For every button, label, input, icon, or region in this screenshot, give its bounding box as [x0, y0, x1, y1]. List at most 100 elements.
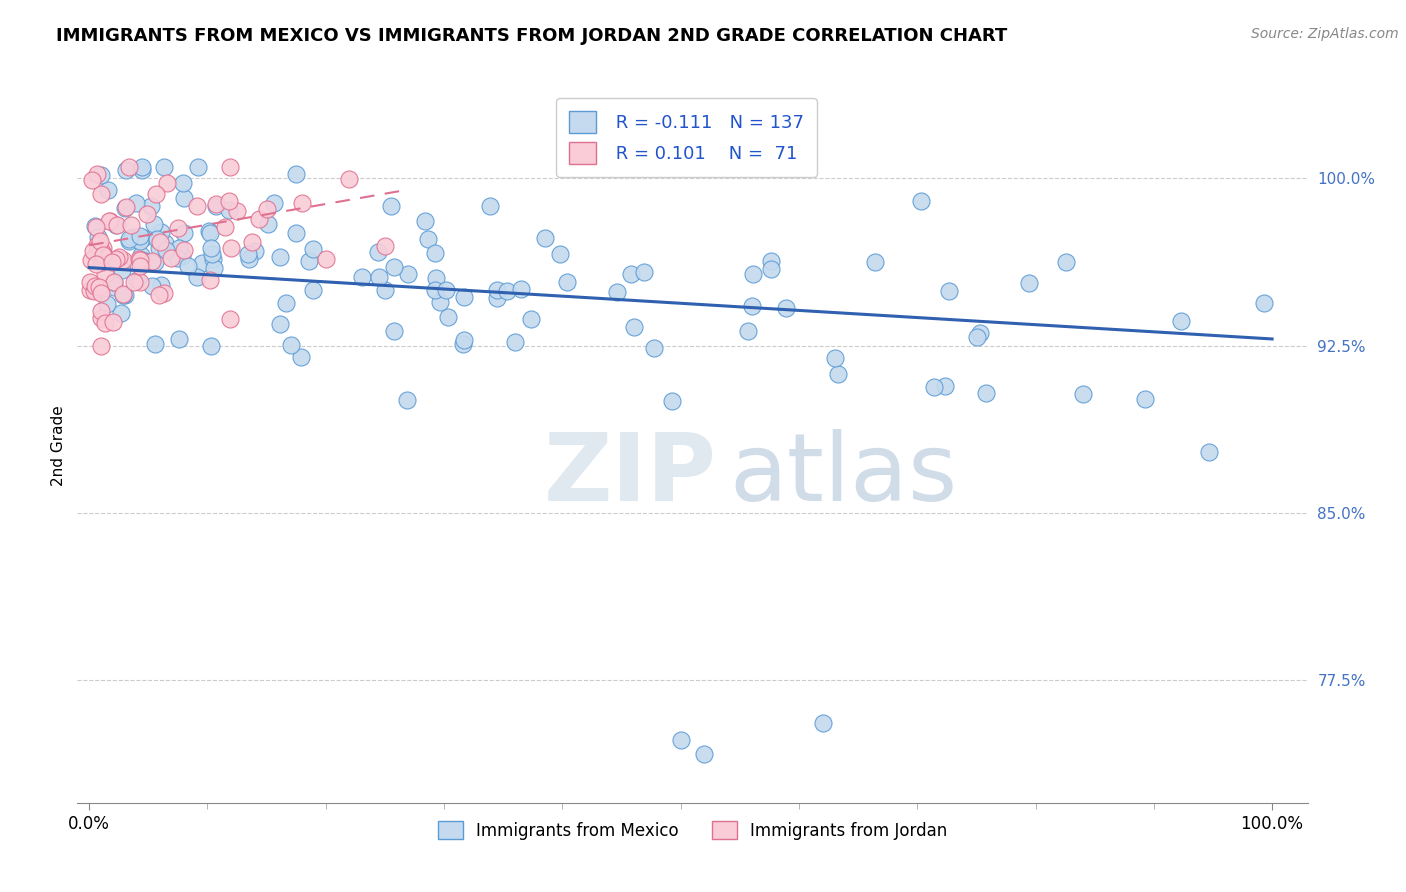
- Point: [122, 275, 145, 289]
- Point: [218, 202, 240, 217]
- Point: [186, 199, 208, 213]
- Point: [103, 275, 125, 289]
- Point: [129, 229, 152, 244]
- Point: [269, 250, 291, 264]
- Point: [160, 251, 183, 265]
- Point: [201, 252, 224, 266]
- Point: [86, 257, 108, 271]
- Point: [416, 231, 439, 245]
- Point: [131, 161, 153, 175]
- Point: [225, 203, 247, 218]
- Point: [479, 198, 502, 212]
- Point: [145, 232, 167, 246]
- Point: [131, 252, 153, 267]
- Point: [118, 161, 141, 175]
- Point: [129, 248, 152, 262]
- Point: [243, 244, 266, 259]
- Point: [1198, 445, 1220, 459]
- Point: [339, 171, 361, 186]
- Point: [415, 214, 437, 228]
- Point: [374, 238, 396, 252]
- Point: [90, 168, 112, 182]
- Point: [263, 196, 285, 211]
- Point: [112, 288, 135, 302]
- Point: [302, 242, 325, 256]
- Point: [775, 301, 797, 315]
- Point: [205, 199, 228, 213]
- Point: [149, 277, 172, 292]
- Point: [486, 291, 509, 305]
- Point: [1018, 276, 1040, 290]
- Point: [110, 306, 132, 320]
- Point: [90, 286, 112, 301]
- Point: [94, 317, 117, 331]
- Point: [83, 284, 105, 298]
- Point: [219, 241, 242, 255]
- Point: [90, 255, 112, 269]
- Point: [118, 232, 141, 246]
- Point: [285, 226, 308, 240]
- Point: [218, 161, 240, 175]
- Point: [91, 248, 114, 262]
- Point: [1071, 387, 1094, 401]
- Point: [298, 254, 321, 268]
- Point: [352, 270, 374, 285]
- Point: [240, 235, 263, 249]
- Point: [96, 297, 118, 311]
- Point: [135, 206, 157, 220]
- Point: [759, 261, 782, 276]
- Point: [1054, 254, 1077, 268]
- Point: [141, 199, 163, 213]
- Point: [153, 285, 176, 300]
- Point: [423, 283, 446, 297]
- Point: [103, 279, 125, 293]
- Point: [761, 253, 783, 268]
- Point: [238, 252, 260, 267]
- Point: [934, 379, 956, 393]
- Text: ZIP: ZIP: [544, 428, 717, 521]
- Point: [156, 176, 179, 190]
- Point: [129, 253, 152, 268]
- Point: [737, 325, 759, 339]
- Point: [149, 225, 172, 239]
- Point: [90, 250, 112, 264]
- Point: [201, 247, 224, 261]
- Point: [89, 234, 111, 248]
- Point: [131, 163, 153, 178]
- Point: [115, 163, 138, 178]
- Point: [661, 394, 683, 409]
- Point: [969, 326, 991, 340]
- Point: [367, 270, 389, 285]
- Point: [167, 332, 190, 346]
- Point: [167, 221, 190, 235]
- Text: atlas: atlas: [730, 428, 957, 521]
- Point: [827, 367, 849, 381]
- Point: [202, 260, 225, 275]
- Point: [90, 244, 112, 259]
- Point: [143, 337, 166, 351]
- Point: [120, 219, 142, 233]
- Point: [453, 290, 475, 304]
- Point: [82, 244, 104, 258]
- Point: [485, 283, 508, 297]
- Point: [623, 320, 645, 334]
- Point: [111, 286, 134, 301]
- Point: [87, 235, 110, 250]
- Point: [87, 279, 110, 293]
- Point: [97, 214, 120, 228]
- Point: [152, 161, 174, 175]
- Point: [1170, 314, 1192, 328]
- Legend: Immigrants from Mexico, Immigrants from Jordan: Immigrants from Mexico, Immigrants from …: [429, 814, 956, 848]
- Point: [429, 294, 451, 309]
- Point: [291, 195, 314, 210]
- Point: [148, 287, 170, 301]
- Point: [93, 248, 115, 262]
- Point: [693, 747, 716, 761]
- Point: [121, 230, 143, 244]
- Point: [173, 243, 195, 257]
- Point: [643, 341, 665, 355]
- Point: [550, 246, 572, 260]
- Point: [177, 260, 200, 274]
- Point: [198, 224, 221, 238]
- Point: [105, 218, 128, 232]
